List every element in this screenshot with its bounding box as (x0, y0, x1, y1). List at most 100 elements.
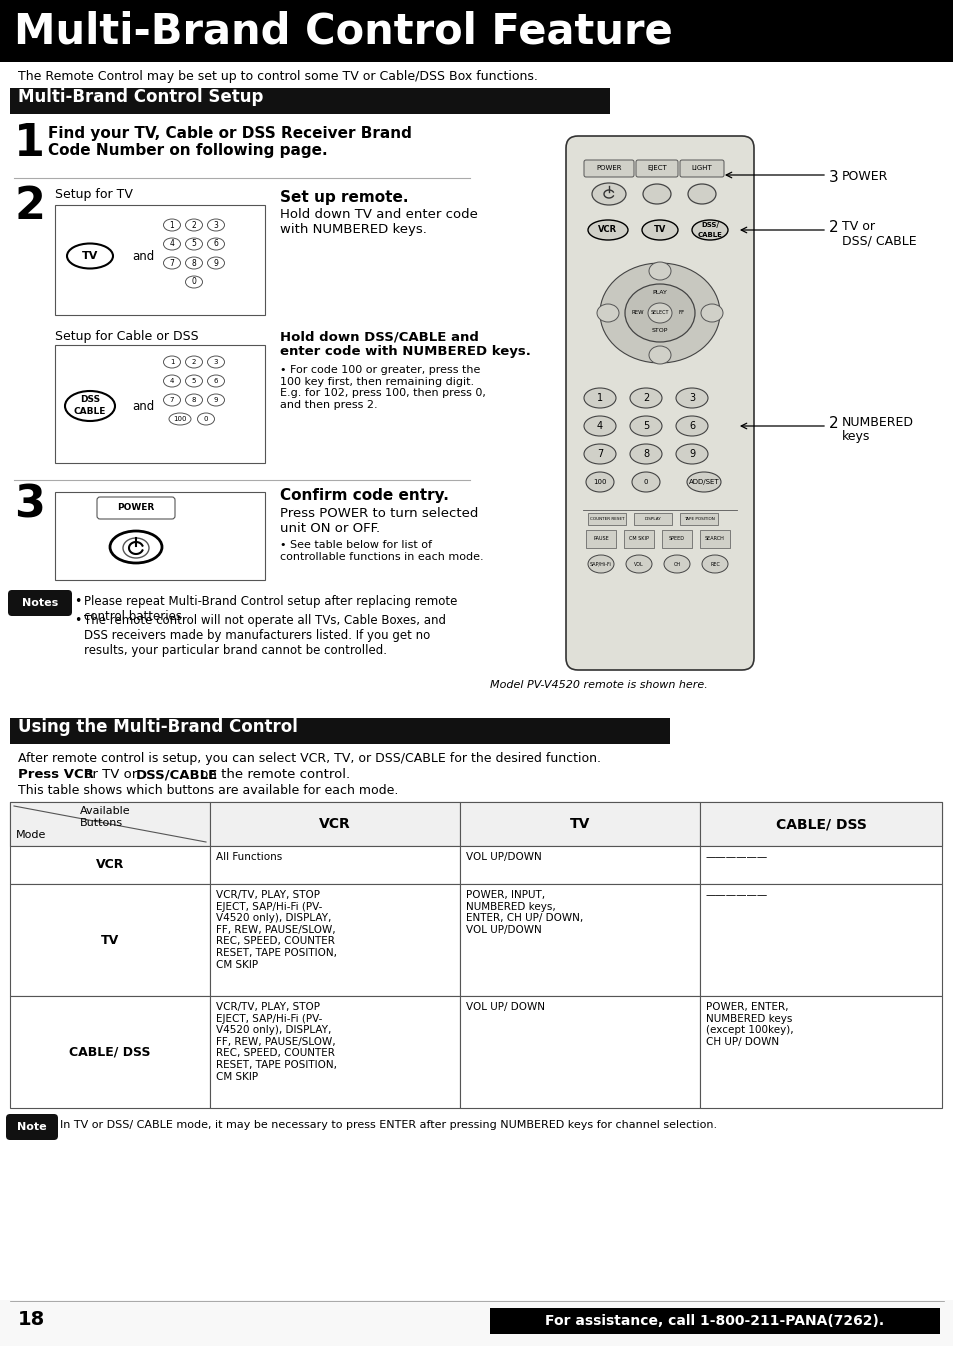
Bar (459, 996, 700, 1108)
Ellipse shape (647, 303, 671, 323)
Ellipse shape (686, 472, 720, 493)
Text: In TV or DSS/ CABLE mode, it may be necessary to press ENTER after pressing NUMB: In TV or DSS/ CABLE mode, it may be nece… (60, 1120, 717, 1131)
Text: 18: 18 (18, 1310, 45, 1329)
Bar (210, 884, 459, 996)
Text: 5: 5 (192, 240, 196, 249)
Bar (0, 0, 953, 62)
Text: Model PV-V4520 remote is shown here.: Model PV-V4520 remote is shown here. (490, 680, 707, 690)
Text: NUMBERED: NUMBERED (841, 416, 913, 429)
Bar (0, 1300, 953, 1346)
Text: Multi-Brand Control Setup: Multi-Brand Control Setup (18, 87, 263, 106)
Text: 7: 7 (170, 397, 174, 402)
Ellipse shape (163, 355, 180, 367)
Ellipse shape (583, 388, 616, 408)
Ellipse shape (163, 257, 180, 269)
Text: TV: TV (653, 226, 665, 234)
Ellipse shape (631, 472, 659, 493)
Bar (700, 802, 941, 847)
Text: 3: 3 (688, 393, 695, 402)
Bar (661, 530, 691, 548)
Text: POWER, INPUT,
NUMBERED keys,
ENTER, CH UP/ DOWN,
VOL UP/DOWN: POWER, INPUT, NUMBERED keys, ENTER, CH U… (465, 890, 582, 935)
Bar (10, 996, 210, 1108)
FancyBboxPatch shape (97, 497, 174, 520)
Text: STOP: STOP (651, 328, 667, 334)
Ellipse shape (587, 555, 614, 573)
Text: 7: 7 (597, 450, 602, 459)
FancyBboxPatch shape (679, 160, 723, 178)
Text: 4: 4 (170, 378, 174, 384)
Bar (679, 513, 718, 525)
Text: VOL UP/DOWN: VOL UP/DOWN (465, 852, 541, 861)
Bar (210, 802, 459, 847)
Text: 100: 100 (173, 416, 187, 423)
Text: PLAY: PLAY (652, 291, 667, 296)
FancyBboxPatch shape (8, 590, 71, 616)
Text: or TV or: or TV or (80, 769, 141, 781)
Ellipse shape (663, 555, 689, 573)
Ellipse shape (185, 394, 202, 406)
Ellipse shape (208, 355, 224, 367)
Ellipse shape (676, 416, 707, 436)
Text: 2: 2 (642, 393, 648, 402)
Ellipse shape (642, 184, 670, 205)
Bar (623, 530, 654, 548)
Text: TV or: TV or (841, 219, 874, 233)
Text: •: • (74, 614, 81, 627)
Text: All Functions: All Functions (215, 852, 282, 861)
Text: DSS/CABLE: DSS/CABLE (136, 769, 218, 781)
Ellipse shape (597, 304, 618, 322)
Ellipse shape (67, 244, 112, 268)
Text: SELECT: SELECT (650, 311, 669, 315)
Bar (700, 530, 729, 548)
Ellipse shape (691, 219, 727, 240)
Text: CABLE: CABLE (697, 232, 721, 238)
Ellipse shape (110, 532, 162, 563)
Text: 2: 2 (828, 416, 838, 431)
Bar (459, 847, 700, 884)
Bar (700, 847, 941, 884)
Ellipse shape (208, 376, 224, 388)
Text: 0: 0 (643, 479, 648, 485)
Ellipse shape (185, 276, 202, 288)
Text: CABLE/ DSS: CABLE/ DSS (70, 1046, 151, 1058)
Text: 2: 2 (192, 359, 196, 365)
Ellipse shape (648, 346, 670, 363)
Text: TV: TV (101, 934, 119, 946)
Text: 2: 2 (828, 219, 838, 236)
Text: VOL UP/ DOWN: VOL UP/ DOWN (465, 1001, 544, 1012)
Text: 3: 3 (828, 170, 838, 184)
Text: Please repeat Multi-Brand Control setup after replacing remote
control batteries: Please repeat Multi-Brand Control setup … (84, 595, 456, 623)
Text: Notes: Notes (22, 598, 58, 608)
Text: Press POWER to turn selected
unit ON or OFF.: Press POWER to turn selected unit ON or … (280, 507, 477, 534)
Text: For assistance, call 1-800-211-PANA(7262).: For assistance, call 1-800-211-PANA(7262… (545, 1314, 883, 1329)
Text: • See table below for list of
controllable functions in each mode.: • See table below for list of controllab… (280, 540, 483, 561)
Bar (55, 345, 265, 463)
Text: DSS/: DSS/ (700, 222, 719, 227)
Text: 1: 1 (597, 393, 602, 402)
Text: TV: TV (569, 817, 590, 830)
Ellipse shape (185, 257, 202, 269)
Ellipse shape (169, 413, 191, 425)
Ellipse shape (583, 444, 616, 464)
Ellipse shape (676, 388, 707, 408)
Bar (10, 847, 210, 884)
Text: Hold down DSS/CABLE and
enter code with NUMBERED keys.: Hold down DSS/CABLE and enter code with … (280, 330, 530, 358)
Text: POWER, ENTER,
NUMBERED keys
(except 100key),
CH UP/ DOWN: POWER, ENTER, NUMBERED keys (except 100k… (705, 1001, 793, 1047)
Ellipse shape (123, 538, 149, 559)
Text: CABLE/ DSS: CABLE/ DSS (775, 817, 865, 830)
Text: Find your TV, Cable or DSS Receiver Brand
Code Number on following page.: Find your TV, Cable or DSS Receiver Bran… (48, 127, 412, 159)
Text: 9: 9 (213, 258, 218, 268)
Text: Confirm code entry.: Confirm code entry. (280, 489, 449, 503)
Text: 8: 8 (642, 450, 648, 459)
Bar (459, 884, 700, 996)
Bar (490, 1308, 939, 1334)
Text: 4: 4 (170, 240, 174, 249)
Text: DSS/ CABLE: DSS/ CABLE (841, 234, 916, 248)
Text: DISPLAY: DISPLAY (644, 517, 660, 521)
Ellipse shape (583, 416, 616, 436)
Text: SAP/Hi-Fi: SAP/Hi-Fi (590, 561, 611, 567)
Text: 1: 1 (170, 359, 174, 365)
Text: 3: 3 (14, 483, 45, 526)
Ellipse shape (648, 262, 670, 280)
Ellipse shape (163, 219, 180, 232)
